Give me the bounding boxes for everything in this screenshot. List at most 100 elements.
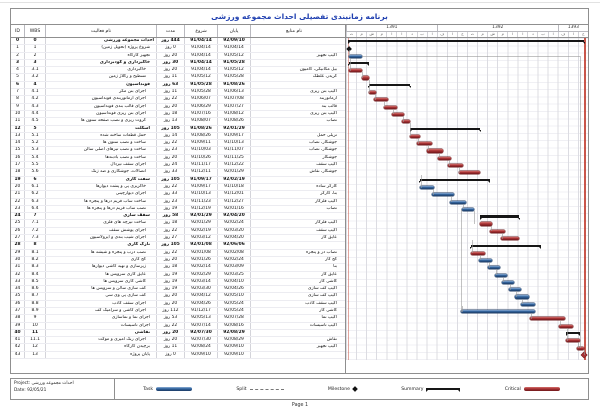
cell-wbs: 5 [24, 125, 45, 132]
timeline-month-label: د [406, 32, 416, 37]
cell-finish-date: 92/03/20 [217, 227, 250, 235]
link-line [578, 342, 579, 349]
gantt-bar-critical [480, 222, 493, 226]
gantt-bar-summary [368, 83, 411, 90]
cell-wbs: 6 [24, 176, 45, 183]
legend-item-task: Task [143, 387, 193, 392]
link-line [501, 232, 503, 239]
cell-wbs: 8.7 [24, 293, 45, 300]
cell-id: 31 [14, 264, 21, 270]
legend-item-split: Split [236, 387, 284, 392]
table-row: 34 8.6 کف سازی سالن و سرویس ها 19 روز 92/03/… [11, 286, 345, 294]
cell-start-date: 91/04/14 [184, 38, 217, 45]
table-row: 41 11.1 اجرای رنگ آمیزی و موکت 20 روز 92/07/… [11, 337, 345, 345]
cell-task-name: برچیدن کارگاه [45, 344, 156, 351]
cell-task-name: اجرای تاسیسات [45, 322, 156, 329]
column-header-dur: مدت [156, 25, 184, 37]
cell-task-name: اجرای نما و نماسازی [45, 315, 156, 322]
timeline-month-label: ا [567, 32, 578, 37]
table-row: 5 3.2 تسطیح و رگلاژ زمین 11 روز 91/05/12 91/0… [11, 74, 345, 82]
link-line [510, 284, 511, 290]
cell-resources: جوشکار، نصاب [250, 147, 339, 154]
cell-resources: اکیپ فلزکار [250, 198, 339, 205]
link-line [488, 262, 490, 268]
cell-id: 10 [14, 110, 21, 116]
link-line [474, 211, 475, 224]
cell-resources [250, 81, 339, 89]
table-row: 16 5.4 ساخت و نصب بادبندها 20 روز 91/10/26 91… [11, 154, 345, 163]
cell-resources: نقاش [250, 337, 339, 344]
cell-id: 3 [15, 59, 20, 65]
cell-id: 32 [14, 271, 21, 277]
cell-wbs: 8.6 [24, 286, 45, 293]
table-row: 4 3.1 خاکبرداری 20 روز 91/04/14 91/05/12 بیل م… [11, 67, 345, 75]
timeline-month-label: ف [557, 32, 568, 37]
cell-task-name: اجرای بتن مگر [45, 89, 156, 96]
cell-finish-date: 92/02/24 [217, 256, 250, 264]
gantt-bar-critical [361, 76, 369, 80]
cell-task-name: کف سازی سالن و سرویس ها [45, 286, 156, 293]
cell-finish-date: 91/08/26 [217, 81, 250, 89]
table-row: 13 5.1 حمل قطعات ساخته شده 14 روز 91/08/26 91… [11, 132, 345, 141]
cell-start-date: 91/04/14 [184, 52, 217, 59]
link-line [459, 167, 461, 173]
cell-duration: 20 روز [156, 256, 184, 264]
cell-wbs: 6.2 [24, 191, 45, 198]
table-row: 23 6.4 نصب ساب فریم درها و پنجره ها 19 روز 9… [11, 205, 345, 214]
cell-task-name: اجرای کاشی و سرامیک کف [45, 307, 156, 315]
cell-start-date: 91/08/26 [184, 125, 217, 132]
cell-resources: نصاب [250, 118, 339, 125]
milestone-swatch-icon [352, 386, 358, 392]
timeline-month-label: ت [346, 32, 356, 37]
link-line [461, 305, 463, 312]
link-line [418, 138, 420, 144]
table-row: 2 2 تجهیز کارگاه 20 روز 91/04/14 91/05/12 اکیپ… [11, 52, 345, 60]
cell-task-name: ساخت تیرچه های فلزی [45, 220, 156, 227]
cell-duration: 105 روز [156, 242, 184, 249]
column-header-start: شروع [184, 25, 217, 37]
cell-task-name: گچ کاری [45, 256, 156, 264]
cell-duration: 11 روز [156, 89, 184, 96]
cell-resources: گریدر، غلطک [250, 74, 339, 81]
cell-start-date: 91/09/11 [184, 140, 217, 147]
cell-duration: 18 روز [156, 110, 184, 118]
timeline-month-label: ف [436, 32, 447, 37]
cell-wbs: 4.4 [24, 110, 45, 118]
cell-start-date: 92/07/14 [184, 322, 217, 329]
table-row: 7 4.1 اجرای بتن مگر 11 روز 91/05/28 91/06/13 ا… [11, 89, 345, 97]
cell-finish-date: 92/06/06 [217, 242, 250, 249]
gantt-bar-task [419, 185, 435, 190]
legend-item-summary: Summary [401, 387, 461, 392]
column-header-res: نام منابع [250, 25, 339, 37]
cell-task-name: خاکریزی پی و پشت دیوارها [45, 183, 156, 191]
cell-task-name: نصب ساب فریم درها و پنجره ها [45, 205, 156, 213]
timeline-month-label: ت [466, 32, 477, 37]
cell-finish-date: 92/07/28 [217, 315, 250, 322]
cell-id: 39 [14, 322, 21, 328]
gantt-bar-task [462, 207, 475, 211]
cell-resources: اکیپ بتن ریزی [250, 110, 339, 118]
cell-duration: 11 روز [156, 74, 184, 81]
link-line [384, 101, 386, 108]
cell-task-name: سفت کاری [45, 176, 156, 183]
link-line [432, 189, 434, 195]
gantt-bar-critical [470, 251, 486, 255]
link-line [428, 145, 429, 151]
cell-resources: کاشی کار [250, 307, 339, 315]
gantt-bar-critical [500, 237, 520, 241]
cell-resources: آرماتوربند [250, 96, 339, 103]
cell-start-date: 91/09/17 [184, 183, 217, 191]
cell-wbs: 2 [24, 52, 45, 59]
cell-id: 0 [15, 38, 20, 43]
cell-task-name: اجرای دیوارچینی [45, 191, 156, 198]
cell-wbs: 6.3 [24, 198, 45, 205]
cell-finish-date: 92/04/20 [217, 235, 250, 242]
cell-finish-date: 91/05/12 [217, 67, 250, 74]
cell-duration: 22 روز [156, 96, 184, 103]
cell-finish-date: 91/11/07 [217, 147, 250, 154]
table-row: 37 8.9 اجرای کاشی و سرامیک کف 112 روز 91/12/… [11, 307, 345, 316]
main-area: ID WBS نام فعالیت مدت شروع پایان نام منا… [11, 25, 588, 373]
cell-id: 16 [14, 154, 21, 160]
cell-start-date: 92/02/29 [184, 271, 217, 278]
